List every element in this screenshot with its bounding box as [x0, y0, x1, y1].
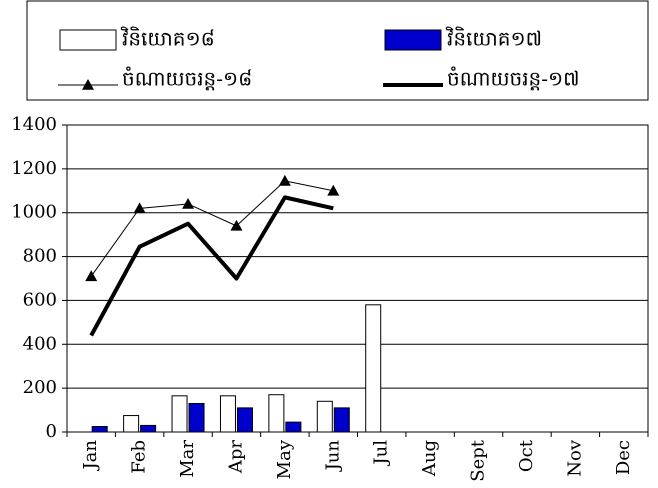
marker	[278, 174, 291, 186]
y-tick-label: 600	[23, 289, 57, 310]
legend-swatch	[384, 29, 442, 51]
marker	[133, 202, 146, 214]
legend-label: វិនិយោគ១៨	[120, 26, 214, 51]
marker	[182, 197, 195, 209]
legend-label: ចំណាយចរន្ត-១៧	[447, 66, 580, 91]
y-tick-label: 400	[23, 333, 57, 354]
line	[89, 195, 334, 337]
bar	[171, 395, 188, 433]
line	[90, 180, 334, 277]
x-tick-label: Oct	[516, 439, 537, 472]
bar	[365, 304, 382, 433]
legend-swatch	[59, 29, 117, 51]
marker	[327, 184, 340, 196]
plot-area	[66, 124, 649, 433]
x-tick-label: Apr	[225, 440, 246, 475]
x-tick-label: Dec	[613, 440, 634, 475]
x-tick-label: Feb	[129, 440, 150, 474]
x-tick-label: Sept	[468, 439, 489, 482]
x-tick-label: Aug	[419, 440, 440, 477]
bar	[236, 407, 253, 433]
legend-label: វិនិយោគ១៧	[445, 26, 542, 51]
legend-marker	[82, 79, 94, 90]
bar	[91, 426, 108, 433]
bar	[333, 407, 350, 433]
y-tick-label: 200	[23, 377, 57, 398]
y-tick-label: 1400	[11, 114, 57, 135]
y-tick-label: 1000	[11, 202, 57, 223]
x-tick-label: Jul	[371, 440, 392, 467]
bar	[268, 394, 285, 433]
marker	[85, 270, 98, 282]
bar	[285, 421, 302, 433]
marker	[230, 219, 243, 231]
bar	[123, 415, 140, 433]
legend-box	[26, 0, 649, 101]
y-tick-label: 1200	[11, 158, 57, 179]
y-tick-label: 0	[46, 421, 57, 442]
x-tick-label: Jun	[322, 440, 343, 473]
x-tick-label: Mar	[177, 440, 198, 478]
y-tick-label: 800	[23, 246, 57, 267]
x-tick-label: Nov	[564, 439, 585, 477]
bar	[219, 395, 236, 433]
x-tick-label: May	[274, 439, 295, 479]
bar	[188, 402, 205, 433]
bar	[316, 400, 333, 433]
legend-label: ចំណាយចរន្ត-១៨	[122, 66, 252, 91]
x-tick-label: Jan	[80, 440, 101, 472]
bar	[140, 424, 157, 433]
